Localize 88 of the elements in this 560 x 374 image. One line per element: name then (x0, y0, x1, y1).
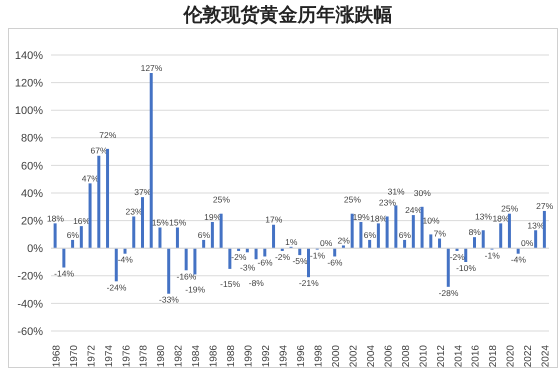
x-tick-label: 1974 (104, 344, 115, 368)
x-tick-label: 1994 (278, 344, 290, 368)
x-tick-label: 2022 (523, 344, 534, 368)
x-tick-label: 1996 (296, 344, 307, 368)
y-tick-label: -20% (17, 270, 44, 283)
data-label: -8% (248, 278, 264, 288)
data-label: -24% (106, 282, 127, 292)
x-tick-label: 2002 (348, 344, 360, 368)
x-tick-label: 1982 (174, 344, 185, 368)
y-tick-label: 40% (20, 188, 44, 200)
data-label: 17% (265, 214, 283, 225)
x-tick-label: 2008 (400, 344, 412, 368)
data-label: 6% (198, 230, 210, 240)
data-label: -2% (274, 252, 291, 262)
data-label: -28% (438, 288, 459, 298)
x-tick-label: 1978 (138, 344, 150, 368)
data-label: 1% (285, 236, 298, 247)
data-label: 25% (212, 194, 230, 205)
data-label: 8% (468, 227, 482, 238)
data-label: -4% (118, 254, 134, 265)
data-label: 7% (434, 228, 446, 239)
data-label: 25% (501, 204, 519, 214)
y-tick-label: 140% (14, 50, 44, 62)
data-label: -4% (510, 254, 526, 265)
x-tick-label: 2000 (330, 344, 342, 368)
x-tick-label: 2004 (366, 344, 377, 368)
y-tick-label: 100% (14, 105, 44, 118)
data-label: 25% (344, 194, 362, 205)
x-tick-label: 2012 (436, 344, 447, 368)
data-label: -19% (185, 284, 206, 294)
data-label: -1% (484, 250, 500, 261)
chart-title: 伦敦现货黄金历年涨跌幅 (182, 3, 394, 28)
data-label: 18% (46, 213, 64, 224)
data-label: -3% (240, 262, 256, 272)
x-tick-label: 1986 (208, 344, 220, 368)
data-label: 15% (169, 218, 187, 228)
data-label: -21% (298, 278, 320, 288)
data-label: 6% (364, 230, 376, 240)
y-tick-label: 60% (20, 160, 44, 172)
data-label: 30% (414, 188, 432, 198)
data-label: 6% (66, 230, 80, 240)
x-tick-label: 1984 (191, 344, 202, 368)
x-tick-label: 1992 (261, 344, 272, 368)
x-tick-label: 2014 (453, 344, 464, 368)
data-label: 127% (140, 62, 163, 73)
y-tick-label: 0% (27, 243, 44, 256)
data-label: 15% (152, 218, 170, 228)
x-tick-label: 2016 (470, 344, 482, 368)
data-label: 23% (378, 197, 396, 208)
data-label: 19% (352, 212, 370, 222)
data-label: -1% (310, 250, 326, 261)
data-label: -2% (450, 252, 466, 262)
x-tick-label: 2010 (418, 344, 430, 368)
data-label: -2% (231, 252, 247, 262)
x-tick-label: 2018 (488, 344, 500, 368)
x-tick-label: 2024 (540, 344, 552, 368)
data-label: -6% (327, 257, 343, 268)
x-tick-label: 1972 (86, 344, 98, 368)
x-tick-label: 1998 (313, 344, 324, 368)
y-tick-label: 20% (20, 216, 44, 228)
data-label: 31% (388, 186, 406, 196)
data-label: 0% (320, 238, 333, 248)
x-tick-label: 2006 (383, 344, 394, 368)
x-tick-label: 2020 (506, 344, 517, 368)
y-tick-label: 80% (20, 132, 44, 145)
data-label: 6% (398, 230, 412, 240)
data-label: -6% (257, 257, 274, 268)
x-tick-label: 1990 (244, 344, 255, 368)
x-tick-label: 1976 (121, 344, 132, 368)
y-tick-label: -60% (17, 326, 44, 338)
x-tick-label: 1980 (156, 344, 168, 368)
data-label: 13% (474, 211, 492, 222)
x-tick-label: 1970 (68, 344, 80, 368)
data-label: -14% (54, 268, 74, 279)
x-tick-label: 1968 (51, 344, 62, 368)
data-label: -5% (292, 256, 308, 266)
data-label: 10% (422, 215, 440, 226)
data-label: 2% (338, 235, 350, 246)
data-label: 27% (536, 200, 554, 211)
y-tick-label: -40% (17, 298, 44, 310)
y-tick-label: 120% (14, 78, 44, 90)
x-tick-label: 1988 (226, 344, 238, 368)
data-label: -33% (159, 294, 180, 305)
data-label: -15% (220, 278, 240, 289)
data-label: 72% (99, 130, 117, 140)
data-label: -16% (176, 271, 197, 282)
data-label: 0% (521, 238, 534, 248)
data-label: -10% (456, 263, 476, 273)
